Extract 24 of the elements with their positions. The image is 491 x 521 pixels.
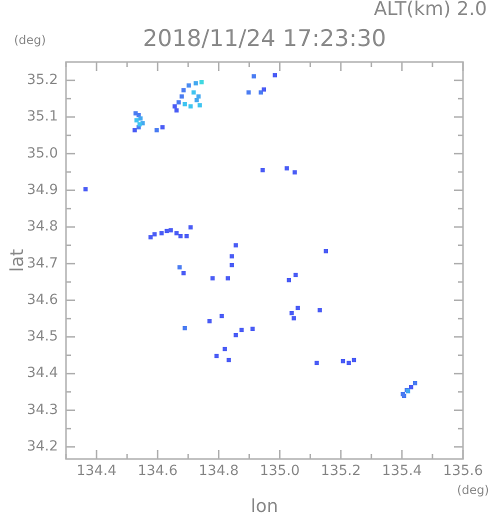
x-tick-label: 135.4 <box>382 463 422 480</box>
y-tick-label: 34.4 <box>26 365 58 382</box>
y-tick-label: 34.7 <box>26 255 58 272</box>
text: (deg) <box>457 483 489 497</box>
x-tick-label: 134.8 <box>198 463 239 480</box>
y-tick-label: 34.6 <box>26 292 58 308</box>
x-tick-label: 135.6 <box>442 463 484 480</box>
x-tick-label: 134.4 <box>76 463 117 480</box>
y-tick-label: 34.2 <box>26 438 58 455</box>
x-tick-label: 135.0 <box>260 463 300 480</box>
y-tick-label: 34.5 <box>26 328 58 345</box>
text: (deg) <box>14 33 46 47</box>
x-tick-label: 135.2 <box>320 463 361 480</box>
y-axis-title: lat <box>7 248 28 272</box>
chart-subtitle: ALT(km) 2.0 <box>374 0 487 20</box>
y-tick-label: 34.9 <box>26 182 58 198</box>
chart-title: 2018/11/24 17:23:30 <box>142 26 388 52</box>
x-axis-title: lon <box>250 496 280 517</box>
y-tick-label: 34.3 <box>26 402 58 418</box>
y-tick-label: 35.2 <box>26 72 58 88</box>
y-tick-label: 35.0 <box>26 145 58 162</box>
y-tick-label: 34.8 <box>26 218 58 235</box>
x-tick-label: 134.6 <box>138 463 178 480</box>
y-tick-label: 35.1 <box>26 108 58 125</box>
